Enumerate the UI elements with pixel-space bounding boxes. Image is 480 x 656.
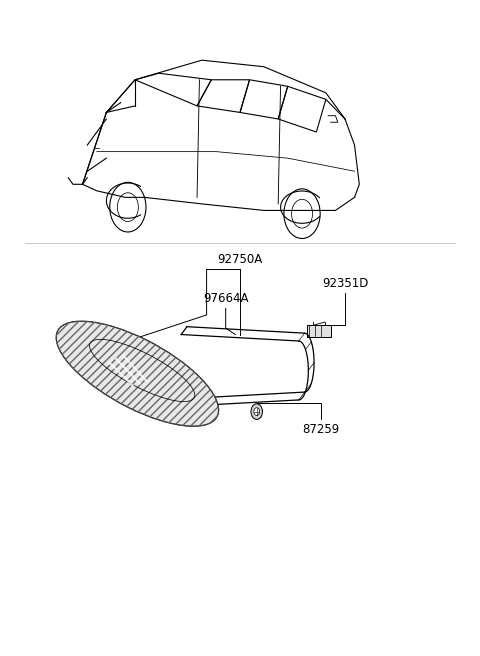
Text: 92750A: 92750A [217, 253, 263, 266]
Ellipse shape [56, 321, 218, 426]
Text: 92351D: 92351D [322, 277, 368, 290]
Circle shape [254, 407, 260, 415]
Text: 87259: 87259 [302, 422, 340, 436]
Circle shape [251, 404, 263, 419]
Bar [307, 325, 331, 337]
Text: 97664A: 97664A [203, 292, 249, 305]
